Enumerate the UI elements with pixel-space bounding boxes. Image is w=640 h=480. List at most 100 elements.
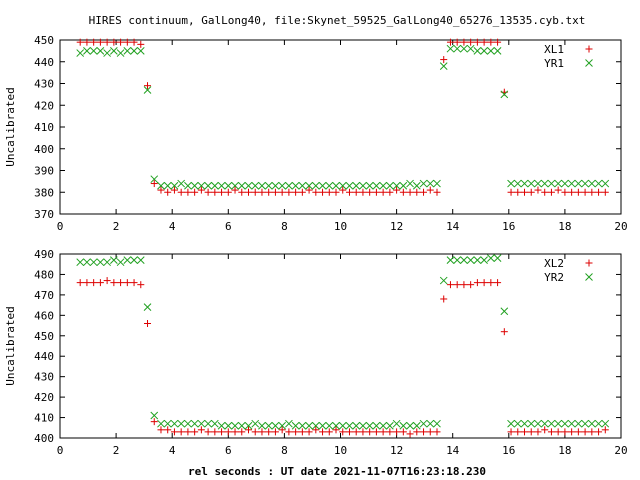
data-point: [601, 179, 610, 188]
data-point: [217, 421, 226, 430]
data-point: [224, 188, 232, 196]
data-point: [493, 47, 502, 55]
data-point: [298, 428, 306, 436]
data-point: [76, 258, 85, 267]
data-point: [305, 186, 313, 194]
data-point: [541, 188, 549, 196]
data-point: [264, 421, 273, 430]
data-point: [480, 279, 488, 287]
data-point: [191, 188, 199, 196]
data-point: [514, 188, 522, 196]
y-tick-label: 400: [34, 143, 54, 156]
data-point: [164, 426, 172, 434]
legend-label: YR1: [544, 57, 564, 70]
data-point: [413, 428, 421, 436]
data-point: [339, 428, 347, 436]
data-point: [540, 419, 549, 428]
data-point: [76, 49, 85, 57]
data-point: [231, 421, 239, 430]
data-point: [278, 188, 286, 196]
data-point: [251, 419, 260, 428]
data-point: [157, 186, 165, 194]
data-point: [157, 181, 165, 190]
data-point: [345, 188, 353, 196]
data-point: [426, 186, 434, 194]
y-tick-label: 420: [34, 391, 54, 404]
data-point: [460, 44, 468, 53]
data-point: [379, 188, 387, 196]
data-point: [244, 426, 252, 434]
data-point: [507, 188, 515, 196]
x-tick-label: 20: [614, 220, 627, 233]
x-tick-label: 14: [446, 444, 460, 457]
data-point: [372, 188, 380, 196]
legend-marker: [585, 45, 593, 53]
data-point: [493, 254, 502, 262]
data-point: [76, 38, 84, 46]
data-point: [184, 181, 192, 190]
data-point: [83, 47, 91, 55]
data-point: [486, 254, 495, 262]
data-point: [588, 188, 596, 196]
data-point: [238, 428, 246, 436]
data-point: [534, 186, 542, 194]
data-point: [365, 181, 374, 190]
x-tick-label: 20: [614, 444, 627, 457]
x-tick-label: 2: [113, 444, 120, 457]
series-xl2: [76, 277, 609, 438]
x-tick-label: 14: [446, 220, 460, 233]
data-point: [494, 38, 502, 46]
data-point: [473, 38, 481, 46]
data-point: [211, 188, 219, 196]
data-point: [554, 428, 562, 436]
data-point: [312, 426, 320, 434]
data-point: [372, 421, 381, 430]
data-point: [258, 188, 266, 196]
x-tick-label: 18: [558, 220, 571, 233]
data-point: [339, 186, 347, 194]
panel-bottom: 0 2 4 6 8 10 12 14 16 18 20 400 410 420 430 440 450 460 47…: [4, 248, 628, 457]
data-point: [271, 421, 280, 430]
data-point: [520, 179, 529, 188]
data-point: [231, 186, 239, 194]
data-point: [453, 38, 461, 46]
data-point: [83, 279, 91, 287]
data-point: [265, 188, 273, 196]
y-tick-label: 450: [34, 34, 54, 47]
data-point: [217, 181, 226, 190]
data-point: [433, 428, 441, 436]
panel-top: 0 2 4 6 8 10 12 14 16 18 20 370 380 390 400 410 420 430 44…: [4, 34, 628, 233]
data-point: [103, 49, 111, 57]
data-point: [231, 181, 239, 190]
data-point: [89, 258, 98, 267]
data-point: [588, 428, 596, 436]
x-tick-label: 8: [281, 444, 288, 457]
data-point: [264, 181, 273, 190]
data-point: [426, 428, 434, 436]
data-point: [96, 258, 105, 267]
data-point: [513, 419, 522, 428]
data-point: [473, 47, 482, 55]
data-point: [117, 279, 125, 287]
data-point: [218, 188, 226, 196]
data-point: [150, 418, 158, 426]
data-point: [238, 188, 246, 196]
y-tick-label: 410: [34, 412, 54, 425]
data-point: [197, 419, 206, 428]
series-yr1: [76, 44, 610, 190]
data-point: [581, 179, 589, 188]
data-point: [338, 421, 347, 430]
data-point: [123, 256, 132, 264]
data-point: [110, 47, 118, 55]
data-point: [581, 188, 589, 196]
data-point: [500, 328, 508, 336]
data-point: [561, 428, 569, 436]
data-point: [291, 421, 300, 430]
data-point: [96, 47, 105, 55]
data-point: [345, 181, 354, 190]
data-point: [231, 428, 239, 436]
data-point: [117, 38, 125, 46]
data-point: [285, 419, 293, 428]
data-point: [143, 303, 152, 312]
data-point: [116, 49, 125, 57]
